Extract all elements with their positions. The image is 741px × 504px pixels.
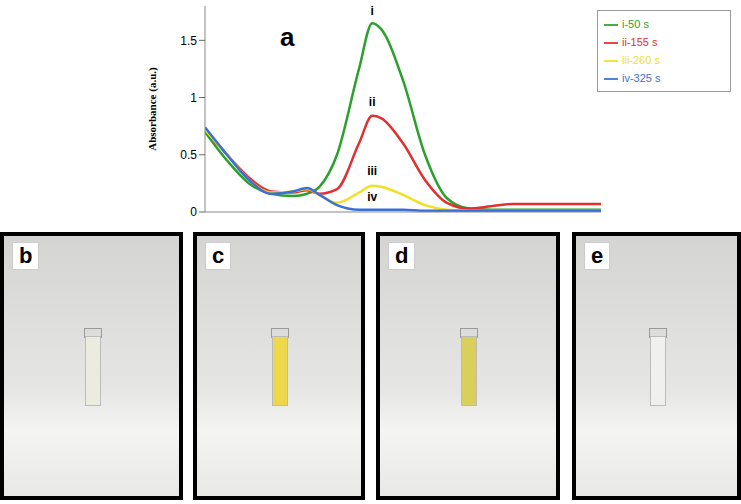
html-text:c: c <box>212 243 225 268</box>
html-text:iii-260 s: iii-260 s <box>622 54 660 66</box>
svg-text:1.5: 1.5 <box>180 34 197 48</box>
html-text:i-50 s: i-50 s <box>622 18 649 30</box>
html-text:e: e <box>591 243 604 268</box>
svg-text:Absorbance (a.u.): Absorbance (a.u.) <box>146 67 159 151</box>
svg-text:iii: iii <box>367 164 377 178</box>
svg-text:ii: ii <box>369 95 376 109</box>
svg-text:iv: iv <box>367 190 377 204</box>
html-text:a: a <box>280 22 295 52</box>
svg-text:1: 1 <box>190 91 197 105</box>
svg-text:0.5: 0.5 <box>180 148 197 162</box>
svg-text:0: 0 <box>190 205 197 219</box>
html-text:d: d <box>395 243 409 268</box>
html-text:ii-155 s: ii-155 s <box>622 36 658 48</box>
html-text:b: b <box>19 243 33 268</box>
svg-text:i: i <box>371 4 374 18</box>
html-text:iv-325 s: iv-325 s <box>622 72 661 84</box>
